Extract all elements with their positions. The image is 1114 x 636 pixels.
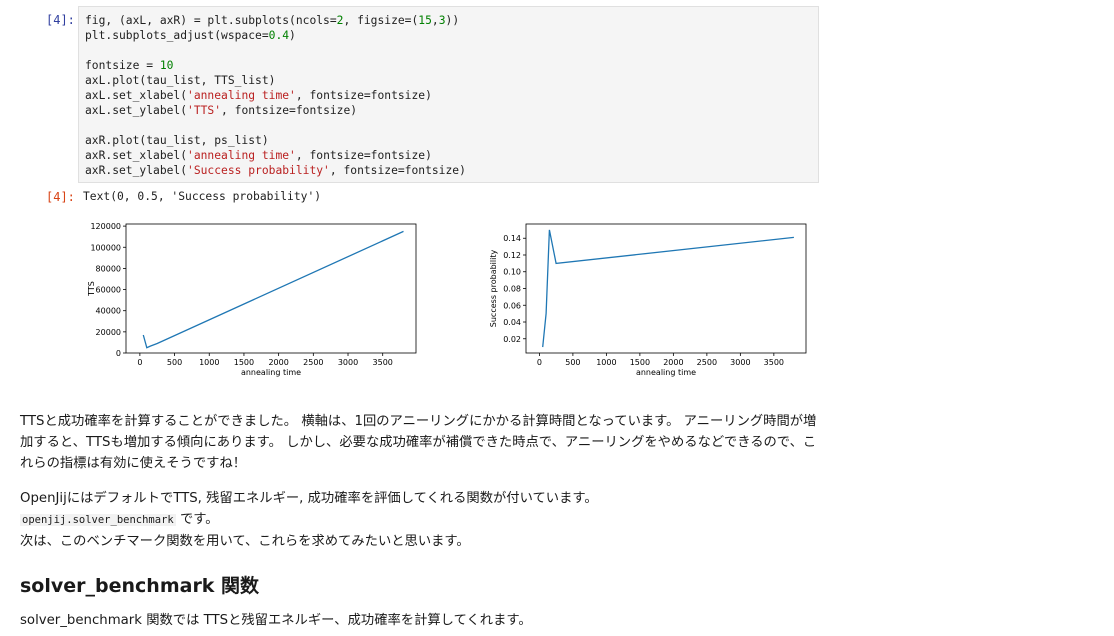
- code-token: 10: [159, 59, 174, 72]
- y-tick-label: 0.02: [503, 335, 521, 344]
- y-tick-label: 0.04: [503, 318, 521, 327]
- x-tick-label: 3000: [338, 358, 358, 367]
- y-tick-label: 0.12: [503, 251, 521, 260]
- code-token: axR.plot(tau_list, ps_list): [85, 134, 269, 147]
- x-tick-label: 3500: [373, 358, 393, 367]
- code-token: ,: [431, 14, 439, 27]
- y-axis-label: Success probability: [489, 250, 498, 328]
- x-tick-label: 1000: [596, 358, 616, 367]
- code-token: 3: [438, 14, 446, 27]
- y-tick-label: 100000: [90, 243, 121, 252]
- code-token: 'TTS': [187, 104, 222, 117]
- x-tick-label: 2500: [303, 358, 323, 367]
- code-token: , fontsize=fontsize): [295, 149, 432, 162]
- markdown-paragraph-benchmark: OpenJijにはデフォルトでTTS, 残留エネルギー, 成功確率を評価してくれ…: [20, 488, 820, 552]
- x-tick-label: 2000: [663, 358, 683, 367]
- y-tick-label: 40000: [96, 307, 121, 316]
- x-tick-label: 1500: [630, 358, 650, 367]
- x-tick-label: 0: [537, 358, 542, 367]
- x-tick-label: 3500: [764, 358, 784, 367]
- markdown-paragraph-solver: solver_benchmark 関数では TTSと残留エネルギー、成功確率を計…: [20, 613, 532, 628]
- y-tick-label: 20000: [96, 328, 121, 337]
- y-tick-label: 60000: [96, 286, 121, 295]
- markdown-paragraph-result: TTSと成功確率を計算することができました。 横軸は、1回のアニーリングにかかる…: [20, 414, 817, 471]
- code-token: 15: [418, 14, 432, 27]
- section-heading: solver_benchmark 関数: [20, 575, 260, 597]
- code-token: )): [445, 14, 460, 27]
- y-tick-label: 80000: [96, 264, 121, 273]
- y-tick-label: 0.06: [503, 301, 521, 310]
- x-tick-label: 1500: [234, 358, 254, 367]
- inline-code: openjij.solver_benchmark: [20, 514, 176, 526]
- x-tick-label: 2500: [697, 358, 717, 367]
- y-tick-label: 0.10: [503, 268, 521, 277]
- plot-frame: [525, 223, 807, 354]
- benchmark-function-line: openjij.solver_benchmark です。: [20, 509, 820, 531]
- code-token: axL.set_ylabel(: [85, 104, 188, 117]
- code-token: 2: [336, 14, 344, 27]
- code-token: fig, (axL, axR) = plt.subplots(ncols=: [85, 14, 337, 27]
- code-token: axL.plot(tau_list, TTS_list): [85, 74, 276, 87]
- code-text: fig, (axL, axR) = plt.subplots(ncols=2, …: [85, 13, 466, 178]
- x-axis-label: annealing time: [636, 368, 696, 377]
- code-token: ): [289, 29, 296, 42]
- x-tick-label: 500: [565, 358, 580, 367]
- y-tick-label: 0.14: [503, 234, 521, 243]
- series-line: [542, 229, 794, 348]
- code-token: 'annealing time': [187, 89, 296, 102]
- code-token: 'annealing time': [187, 149, 296, 162]
- x-tick-label: 3000: [730, 358, 750, 367]
- output-prompt: [4]:: [46, 190, 75, 204]
- code-token: axR.set_ylabel(: [85, 164, 188, 177]
- code-token: 'Success probability': [187, 164, 330, 177]
- plot-frame: [125, 223, 417, 354]
- x-tick-label: 1000: [199, 358, 219, 367]
- code-token: , fontsize=fontsize): [221, 104, 358, 117]
- y-axis-label: TTS: [87, 281, 96, 297]
- input-prompt: [4]:: [46, 13, 75, 27]
- x-tick-label: 500: [167, 358, 182, 367]
- code-token: , fontsize=fontsize): [295, 89, 432, 102]
- y-tick-label: 120000: [90, 222, 121, 231]
- output-text: Text(0, 0.5, 'Success probability'): [83, 190, 322, 203]
- output-figure: 0 500 1000 1500 2000 2500 3000 3500020000400006…: [87, 222, 807, 377]
- x-axis-label: annealing time: [241, 368, 301, 377]
- code-cell-editor[interactable]: fig, (axL, axR) = plt.subplots(ncols=2, …: [78, 6, 819, 183]
- code-token: axL.set_xlabel(: [85, 89, 188, 102]
- code-token: plt.subplots_adjust(wspace=: [85, 29, 269, 42]
- y-tick-label: 0.08: [503, 285, 521, 294]
- benchmark-next-line: 次は、このベンチマーク関数を用いて、これらを求めてみたいと思います。: [20, 534, 470, 549]
- code-token: fontsize =: [85, 59, 160, 72]
- benchmark-function-suffix: です。: [175, 512, 219, 527]
- x-tick-label: 2000: [268, 358, 288, 367]
- series-line: [142, 230, 404, 349]
- code-token: axR.set_xlabel(: [85, 149, 188, 162]
- code-token: , figsize=(: [343, 14, 419, 27]
- benchmark-intro-line: OpenJijにはデフォルトでTTS, 残留エネルギー, 成功確率を評価してくれ…: [20, 491, 598, 506]
- code-token: , fontsize=fontsize): [329, 164, 466, 177]
- code-token: 0.4: [268, 29, 290, 42]
- x-tick-label: 0: [137, 358, 142, 367]
- y-tick-label: 0: [116, 349, 121, 358]
